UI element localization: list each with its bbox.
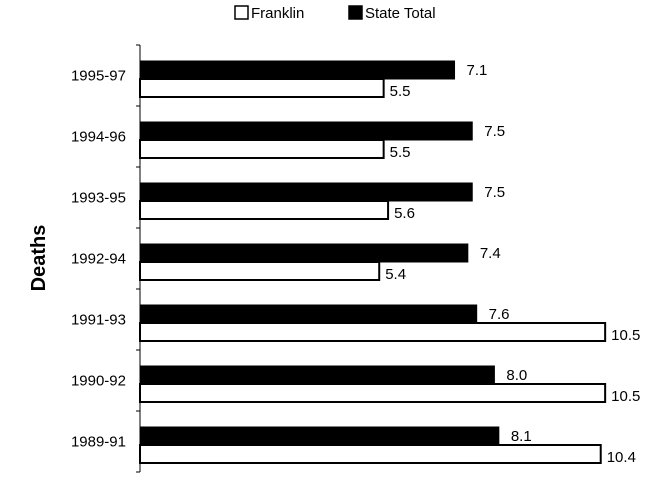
legend-swatch-franklin <box>234 5 249 20</box>
legend-swatch-state-total <box>348 5 363 20</box>
bar-state-total <box>139 304 478 324</box>
bar-franklin <box>139 78 385 98</box>
bar-state-total <box>139 182 473 202</box>
bar-state-total <box>139 60 456 80</box>
data-label-franklin: 5.5 <box>390 83 411 100</box>
category-label: 1993-95 <box>71 190 126 207</box>
data-label-franklin: 5.6 <box>394 205 415 222</box>
data-label-state-total: 7.5 <box>484 184 505 201</box>
category-label: 1991-93 <box>71 312 126 329</box>
data-label-state-total: 7.5 <box>484 123 505 140</box>
bar-franklin <box>139 322 607 342</box>
bars-group <box>139 60 607 464</box>
bar-state-total <box>139 365 495 385</box>
data-labels-group: 7.1 5.5 7.5 5.5 7.5 5.6 7.4 5.4 7.6 10.5 8.0 10.5 8.… <box>385 62 640 466</box>
y-axis-label: Deaths <box>28 225 50 292</box>
category-label: 1990-92 <box>71 373 126 390</box>
data-label-state-total: 7.1 <box>467 62 488 79</box>
legend-label-state-total: State Total <box>365 5 436 22</box>
category-label: 1992-94 <box>71 251 126 268</box>
category-label: 1995-97 <box>71 68 126 85</box>
data-label-franklin: 5.5 <box>390 144 411 161</box>
bar-franklin <box>139 444 602 464</box>
bar-franklin <box>139 139 385 159</box>
data-label-franklin: 5.4 <box>385 266 406 283</box>
data-label-franklin: 10.5 <box>611 327 640 344</box>
data-label-franklin: 10.4 <box>607 449 636 466</box>
data-label-state-total: 8.0 <box>506 367 527 384</box>
tick-labels-group: 1995-97 1994-96 1993-95 1992-94 1991-93 1990-… <box>71 44 140 473</box>
data-label-franklin: 10.5 <box>611 388 640 405</box>
category-label: 1994-96 <box>71 129 126 146</box>
bar-state-total <box>139 426 500 446</box>
legend: Franklin State Total <box>234 5 436 22</box>
bar-state-total <box>139 121 473 141</box>
legend-label-franklin: Franklin <box>251 5 304 22</box>
bar-franklin <box>139 200 390 220</box>
bar-franklin <box>139 261 381 281</box>
data-label-state-total: 7.6 <box>489 306 510 323</box>
data-label-state-total: 8.1 <box>511 428 532 445</box>
bar-state-total <box>139 243 469 263</box>
category-label: 1989-91 <box>71 434 126 451</box>
data-label-state-total: 7.4 <box>480 245 501 262</box>
bar-franklin <box>139 383 607 403</box>
